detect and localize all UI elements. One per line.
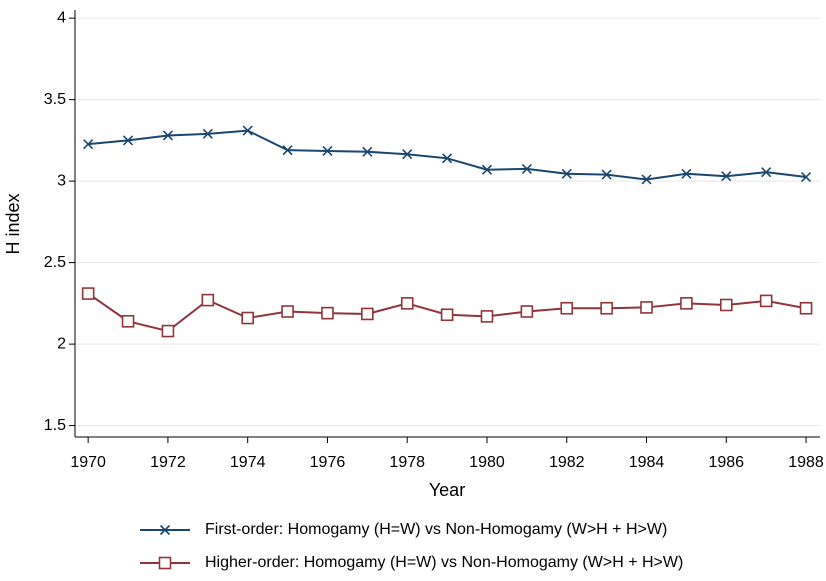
marker xyxy=(601,169,612,180)
marker xyxy=(122,135,134,146)
marker xyxy=(481,164,493,175)
marker xyxy=(560,301,574,315)
marker xyxy=(242,125,253,136)
y-axis-label: H index xyxy=(3,193,23,254)
x-tick-label: 1988 xyxy=(788,454,824,471)
x-axis-label: Year xyxy=(429,480,465,500)
x-tick-label: 1972 xyxy=(150,454,186,471)
marker xyxy=(521,163,532,174)
marker xyxy=(400,297,414,310)
marker xyxy=(600,301,613,315)
y-tick-label: 3.5 xyxy=(44,91,66,108)
marker xyxy=(480,310,494,323)
marker xyxy=(799,301,813,315)
legend-marker xyxy=(159,524,171,536)
marker xyxy=(202,128,213,139)
marker xyxy=(162,130,173,141)
marker xyxy=(362,146,373,157)
x-tick-label: 1978 xyxy=(389,454,425,471)
x-tick-label: 1970 xyxy=(70,454,106,471)
x-tick-label: 1980 xyxy=(469,454,505,471)
marker xyxy=(640,301,653,314)
legend-label: Higher-order: Homogamy (H=W) vs Non-Homo… xyxy=(205,554,683,571)
marker xyxy=(322,145,333,157)
marker xyxy=(361,307,374,321)
x-tick-label: 1974 xyxy=(230,454,266,471)
marker xyxy=(282,145,293,156)
y-tick-label: 4 xyxy=(57,9,66,26)
y-tick-label: 3 xyxy=(57,172,66,189)
marker xyxy=(561,168,572,179)
marker xyxy=(761,167,772,178)
y-tick-label: 2.5 xyxy=(44,254,66,271)
marker xyxy=(321,306,334,320)
x-tick-label: 1982 xyxy=(549,454,585,471)
marker xyxy=(520,305,534,318)
marker xyxy=(241,311,254,325)
marker xyxy=(161,324,175,338)
marker xyxy=(121,314,135,328)
legend-marker xyxy=(158,556,172,570)
marker xyxy=(719,298,733,312)
marker xyxy=(800,171,812,183)
marker xyxy=(641,174,652,185)
x-tick-label: 1986 xyxy=(708,454,744,471)
legend-label: First-order: Homogamy (H=W) vs Non-Homog… xyxy=(205,521,667,538)
y-tick-label: 2 xyxy=(57,335,66,352)
marker xyxy=(402,149,413,160)
marker xyxy=(83,139,94,150)
marker xyxy=(759,294,773,308)
marker xyxy=(201,293,215,307)
marker xyxy=(81,287,95,300)
y-tick-label: 1.5 xyxy=(44,417,66,434)
marker xyxy=(442,153,453,164)
marker xyxy=(681,168,692,179)
marker xyxy=(281,305,294,318)
x-tick-label: 1984 xyxy=(629,454,665,471)
x-tick-label: 1976 xyxy=(310,454,346,471)
marker xyxy=(680,297,693,310)
marker xyxy=(440,308,454,322)
marker xyxy=(721,171,732,182)
